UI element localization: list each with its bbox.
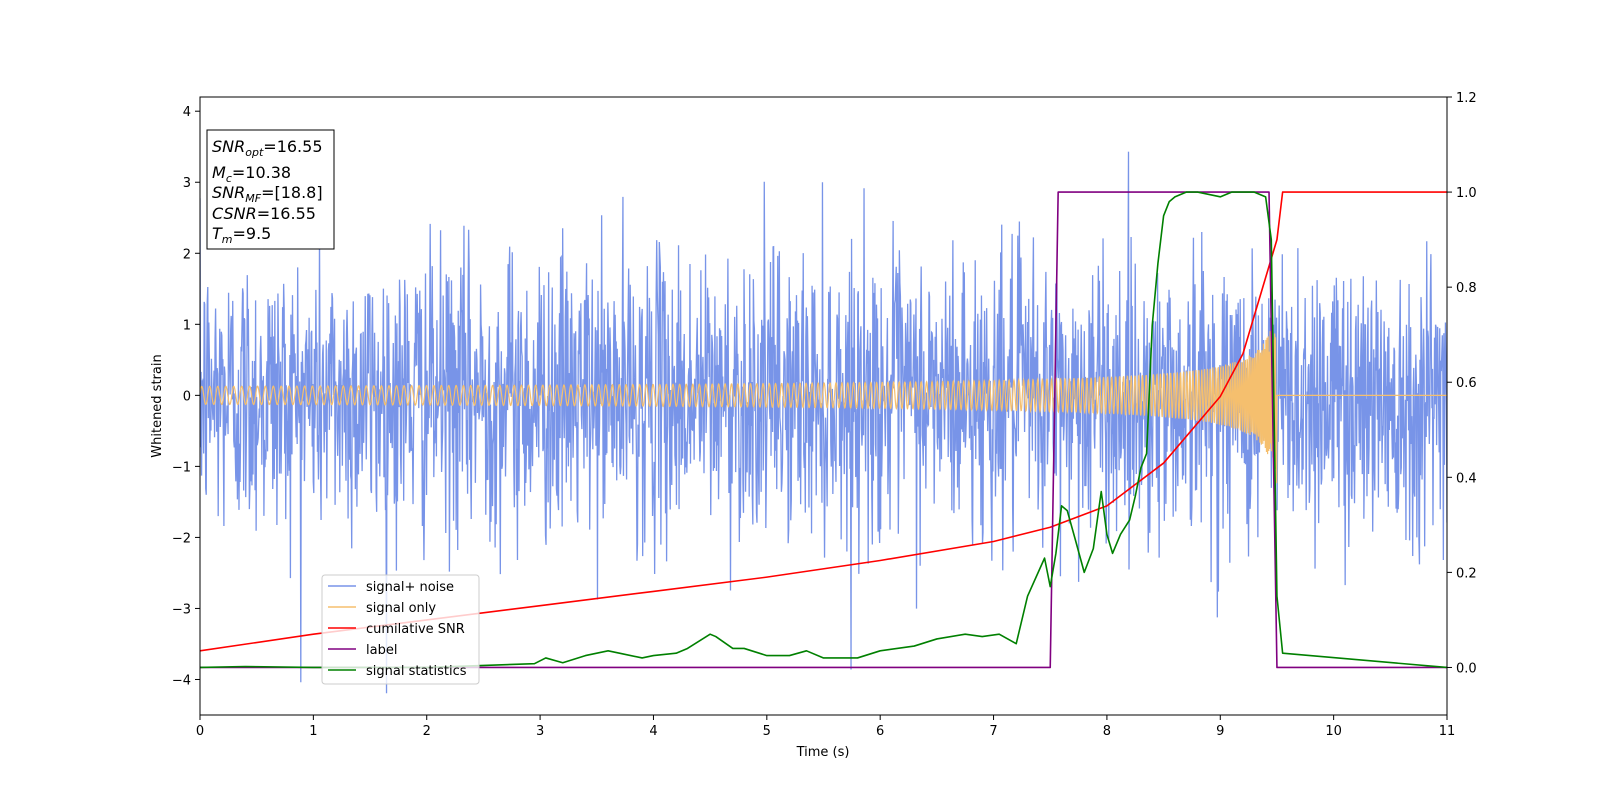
legend-label-label: label [366, 643, 397, 658]
series-layer [200, 151, 1447, 694]
x-tick-label: 2 [423, 724, 431, 739]
x-tick-label: 9 [1216, 724, 1224, 739]
x-tick-label: 4 [649, 724, 657, 739]
info-box: SNRopt=16.55 Mc=10.38 SNRMF=[18.8] CSNR=… [206, 129, 335, 250]
info-snr-opt: SNRopt=16.55 [212, 137, 323, 159]
axes-layer: 0 1 2 3 4 5 6 7 8 9 10 1143210−1−2−3−41.21.00.80.60… [172, 91, 1477, 739]
y2-tick-label: 0.0 [1456, 661, 1477, 676]
x-tick-label: 11 [1439, 724, 1456, 739]
info-mc: Mc=10.38 [212, 163, 291, 185]
series-signal-only [200, 324, 1447, 484]
plot-frame [199, 96, 1448, 716]
y2-tick-label: 0.2 [1456, 566, 1477, 581]
y2-tick-label: 0.4 [1456, 471, 1477, 486]
info-snr-mf: SNRMF=[18.8] [212, 183, 323, 205]
legend-frame [321, 574, 480, 685]
info-box-frame [206, 129, 335, 250]
y-tick-label: 4 [183, 105, 191, 120]
y-tick-label: 1 [183, 318, 191, 333]
series-cumulative-snr [200, 191, 1447, 652]
y2-tick-label: 0.6 [1456, 376, 1477, 391]
x-tick-label: 10 [1325, 724, 1342, 739]
x-tick-label: 1 [309, 724, 317, 739]
y2-tick-label: 1.2 [1456, 91, 1477, 106]
y2-tick-label: 1.0 [1456, 186, 1477, 201]
y-tick-label: −1 [172, 460, 191, 475]
x-tick-label: 7 [989, 724, 997, 739]
info-csnr: CSNR=16.55 [212, 204, 316, 223]
legend-label-signal-only: signal only [366, 601, 436, 616]
y-tick-label: −2 [172, 531, 191, 546]
x-axis-title: Time (s) [796, 745, 850, 760]
y-tick-label: −4 [172, 673, 191, 688]
legend-label-cumulative-snr: cumilative SNR [366, 622, 465, 637]
y-tick-label: 3 [183, 176, 191, 191]
legend-label-signal-statistics: signal statistics [366, 664, 467, 679]
x-tick-label: 5 [763, 724, 771, 739]
y-tick-label: −3 [172, 602, 191, 617]
series-signal-noise [200, 151, 1447, 694]
series-label [200, 191, 1447, 669]
series-signal-statistics [200, 191, 1447, 669]
y-tick-label: 2 [183, 247, 191, 262]
legend: signal+ noise signal only cumilative SNR… [321, 574, 480, 685]
x-tick-label: 3 [536, 724, 544, 739]
info-tm: Tm=9.5 [212, 224, 271, 246]
y2-tick-label: 0.8 [1456, 281, 1477, 296]
y-tick-label: 0 [183, 389, 191, 404]
y-axis-title: Whitened strain [150, 354, 165, 457]
x-tick-label: 8 [1103, 724, 1111, 739]
x-tick-label: 6 [876, 724, 884, 739]
x-tick-label: 0 [196, 724, 204, 739]
legend-label-signal-noise: signal+ noise [366, 580, 454, 595]
